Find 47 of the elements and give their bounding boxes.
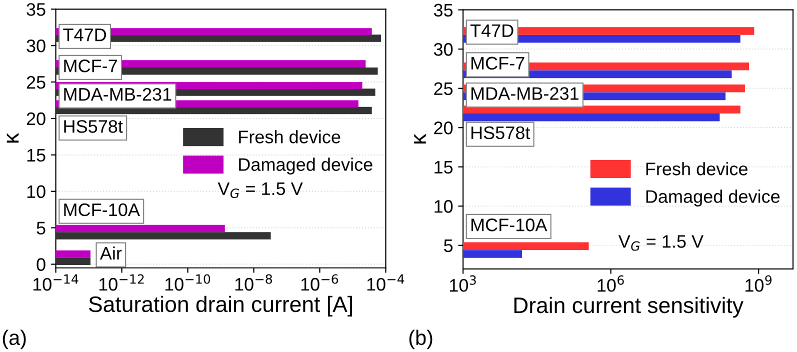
annotation: MCF-10A — [64, 203, 140, 216]
annotation: MCF-7 — [471, 56, 524, 70]
y-tick-label: 15 — [27, 149, 46, 162]
x-tick-label: 10$^{−8}$ — [235, 274, 272, 291]
y-tick-label: 35 — [434, 4, 453, 17]
x-tick-label: 10$^{−6}$ — [301, 274, 338, 291]
x-axis-title: Drain current sensitivity — [514, 296, 744, 318]
annotation: Air — [100, 246, 122, 260]
y-tick-label: 5 — [36, 222, 46, 235]
y-tick-label: 10 — [434, 200, 453, 213]
y-tick-label: 20 — [434, 122, 453, 134]
y-tick-label: 25 — [26, 76, 46, 89]
legend-label: Fresh device — [646, 162, 748, 176]
x-axis-title: Saturation drain current [A] — [89, 296, 352, 317]
y-tick-label: 20 — [26, 112, 46, 126]
y-axis-title: κ — [6, 132, 19, 143]
y-tick-label: 0 — [36, 258, 46, 271]
annotation: MDA-MB-231 — [64, 88, 172, 101]
legend-label: Damaged device — [239, 158, 372, 175]
y-tick-label: 25 — [434, 82, 453, 96]
text: (b) — [409, 330, 432, 350]
x-tick-label: 10$^{−12}$ — [99, 274, 144, 291]
annotation: T47D — [63, 28, 106, 42]
y-tick-label: 35 — [26, 3, 46, 16]
text: (a) — [2, 330, 26, 350]
annotation: HS578t — [64, 120, 123, 133]
x-tick-label: 10$^{−10}$ — [165, 274, 210, 291]
annotation: T47D — [470, 24, 514, 37]
annotation: MCF-10A — [471, 218, 548, 232]
y-tick-label: 30 — [434, 43, 453, 56]
annotation: MCF-7 — [64, 60, 117, 72]
y-tick-label: 10 — [27, 185, 46, 198]
annotation: V$_{G}$ = 1.5 V — [618, 235, 704, 251]
y-tick-label: 5 — [444, 239, 453, 252]
legend-label: Fresh device — [239, 130, 340, 144]
y-axis-title: κ — [414, 134, 426, 144]
x-tick-label: 10$^{−4}$ — [367, 274, 404, 291]
annotation: HS578t — [471, 126, 530, 140]
x-tick-label: 10$^{6}$ — [598, 275, 624, 292]
x-tick-label: 10$^{3}$ — [450, 275, 476, 292]
y-tick-label: 30 — [26, 40, 46, 52]
annotation: MDA-MB-231 — [471, 87, 578, 100]
x-tick-label: 10$^{−14}$ — [33, 274, 78, 291]
x-tick-label: 10$^{9}$ — [746, 275, 772, 292]
annotation: V$_{G}$ = 1.5 V — [218, 182, 303, 198]
legend-label: Damaged device — [646, 190, 780, 206]
y-tick-label: 15 — [434, 160, 453, 174]
